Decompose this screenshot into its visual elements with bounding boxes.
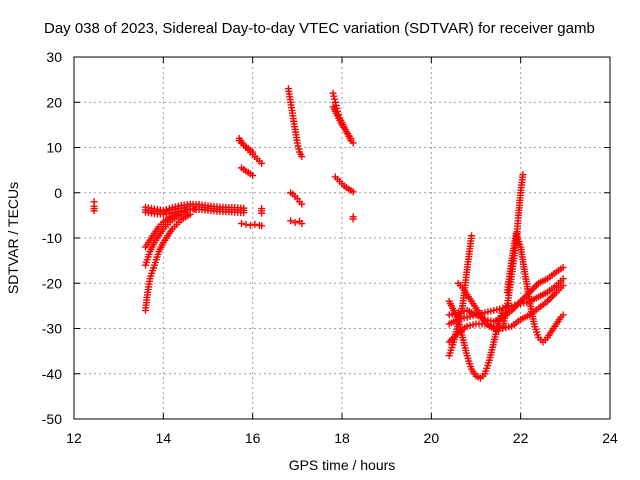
- y-axis-label: SDTVAR / TECUs: [5, 182, 21, 294]
- x-tick-label: 20: [424, 430, 440, 446]
- data-point: [559, 275, 567, 283]
- x-axis-label: GPS time / hours: [289, 457, 396, 473]
- data-point: [468, 232, 476, 240]
- x-tick-label: 14: [156, 430, 172, 446]
- y-tick-label: -30: [42, 321, 62, 337]
- data-segment: [329, 103, 355, 142]
- data-point: [559, 282, 567, 290]
- data-point: [258, 159, 266, 167]
- data-segment: [141, 210, 194, 314]
- chart-title: Day 038 of 2023, Sidereal Day-to-day VTE…: [44, 20, 595, 37]
- data-point: [298, 153, 306, 161]
- data-point: [240, 206, 248, 214]
- data-point: [298, 200, 306, 208]
- data-segment: [258, 205, 266, 217]
- data-point: [258, 209, 266, 217]
- y-tick-label: 10: [46, 140, 62, 156]
- data-point: [90, 207, 98, 215]
- y-tick-label: -40: [42, 366, 62, 382]
- data-segment: [287, 217, 306, 228]
- data-segment: [331, 173, 357, 196]
- data-segment: [287, 189, 306, 208]
- data-segment: [349, 213, 357, 223]
- data-point: [249, 148, 257, 156]
- data-segment: [238, 164, 257, 180]
- plot-frame: [73, 56, 611, 420]
- y-tick-label: -10: [42, 230, 62, 246]
- data-segment: [503, 229, 567, 346]
- data-point: [242, 220, 250, 228]
- y-tick-label: 0: [54, 185, 62, 201]
- data-point: [559, 263, 567, 271]
- data-point: [238, 220, 245, 228]
- data-points: [90, 85, 567, 382]
- data-point: [249, 172, 257, 180]
- data-point: [298, 220, 306, 228]
- data-point: [519, 171, 527, 179]
- data-segment: [235, 137, 257, 156]
- data-point: [349, 188, 357, 196]
- data-point: [347, 134, 355, 142]
- data-segment: [141, 202, 248, 216]
- data-segment: [90, 198, 98, 215]
- data-point: [291, 219, 299, 227]
- x-tick-label: 18: [334, 430, 350, 446]
- y-tick-label: -50: [42, 411, 62, 427]
- y-tick-label: 30: [46, 49, 62, 65]
- x-tick-label: 22: [513, 430, 529, 446]
- x-tick-label: 24: [602, 430, 618, 446]
- data-point: [287, 217, 295, 225]
- data-segment: [284, 85, 306, 161]
- data-point: [258, 222, 266, 230]
- data-segment: [238, 220, 266, 230]
- data-point: [349, 139, 357, 147]
- data-point: [559, 311, 567, 319]
- x-tick-label: 12: [66, 430, 82, 446]
- axis-ticks: 12 14 16 18 20 22 24 30 20 10 0 -10 -20 -30 -40 -50: [42, 49, 618, 446]
- data-point: [349, 215, 357, 223]
- data-point: [494, 327, 502, 335]
- data-point: [251, 220, 259, 228]
- x-tick-label: 16: [245, 430, 261, 446]
- data-point: [246, 221, 254, 229]
- y-tick-label: -20: [42, 275, 62, 291]
- data-segment: [454, 279, 502, 335]
- y-tick-label: 20: [46, 94, 62, 110]
